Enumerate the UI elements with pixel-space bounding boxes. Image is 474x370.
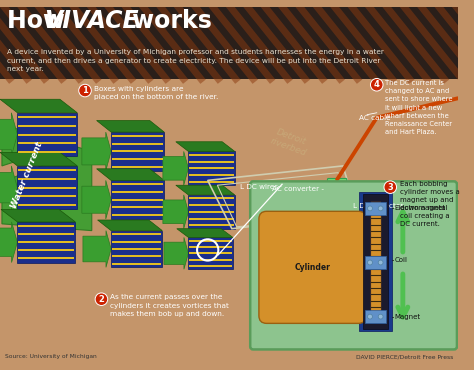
Polygon shape <box>0 113 18 156</box>
Text: Electromagnet: Electromagnet <box>394 205 445 211</box>
Polygon shape <box>97 121 164 132</box>
FancyBboxPatch shape <box>250 181 457 349</box>
Text: 1: 1 <box>82 86 88 95</box>
Polygon shape <box>82 181 111 219</box>
FancyBboxPatch shape <box>365 310 386 323</box>
Text: L DC collector: L DC collector <box>353 204 403 209</box>
Polygon shape <box>0 99 77 113</box>
Polygon shape <box>111 231 162 268</box>
Text: A device invented by a University of Michigan professor and students harnesses t: A device invented by a University of Mic… <box>7 49 383 72</box>
Circle shape <box>378 314 383 319</box>
Text: Detroit
riverbed: Detroit riverbed <box>269 126 311 158</box>
Polygon shape <box>176 185 235 195</box>
Polygon shape <box>0 166 18 209</box>
Polygon shape <box>98 220 162 231</box>
Polygon shape <box>163 195 188 229</box>
FancyBboxPatch shape <box>363 194 388 329</box>
Polygon shape <box>188 151 235 185</box>
Circle shape <box>378 206 383 211</box>
Polygon shape <box>111 132 164 171</box>
Polygon shape <box>18 166 77 209</box>
FancyBboxPatch shape <box>365 256 386 269</box>
Polygon shape <box>0 152 77 166</box>
Polygon shape <box>83 231 111 268</box>
Polygon shape <box>18 222 75 262</box>
Text: Coil: Coil <box>394 257 407 263</box>
Polygon shape <box>82 132 111 171</box>
FancyBboxPatch shape <box>371 202 381 322</box>
Text: AC converter -: AC converter - <box>272 186 324 192</box>
Polygon shape <box>164 238 188 269</box>
Polygon shape <box>18 113 77 156</box>
Text: Source: University of Michigan: Source: University of Michigan <box>5 354 97 359</box>
Text: DAVID PIERCE/Detroit Free Press: DAVID PIERCE/Detroit Free Press <box>356 354 453 359</box>
Polygon shape <box>163 151 188 185</box>
FancyBboxPatch shape <box>332 196 352 213</box>
Text: The DC current is
changed to AC and
sent to shore where
it will light a new
whar: The DC current is changed to AC and sent… <box>385 80 453 135</box>
Text: 2: 2 <box>99 295 104 304</box>
Circle shape <box>367 260 373 265</box>
Text: Each bobbing
cylinder moves a
magnet up and
down a metal
coil creating a
DC curr: Each bobbing cylinder moves a magnet up … <box>400 181 460 227</box>
Circle shape <box>371 78 383 91</box>
Text: L DC wires: L DC wires <box>239 184 278 190</box>
Text: AC cable: AC cable <box>359 115 391 121</box>
Text: How: How <box>7 9 73 33</box>
Polygon shape <box>188 238 233 269</box>
Text: VIVACE: VIVACE <box>45 9 139 33</box>
Polygon shape <box>188 195 235 229</box>
Polygon shape <box>176 142 235 151</box>
FancyBboxPatch shape <box>365 202 386 215</box>
Circle shape <box>95 293 108 306</box>
FancyBboxPatch shape <box>0 7 458 79</box>
Polygon shape <box>177 229 233 238</box>
Text: Magnet: Magnet <box>394 314 420 320</box>
Text: Water current: Water current <box>9 141 45 210</box>
Circle shape <box>384 181 397 194</box>
Text: Cylinder: Cylinder <box>295 263 331 272</box>
Polygon shape <box>0 222 18 262</box>
FancyBboxPatch shape <box>328 178 347 196</box>
Text: 4: 4 <box>374 80 380 89</box>
Text: Boxes with cylinders are
placed on the bottom of the river.: Boxes with cylinders are placed on the b… <box>94 86 218 100</box>
Polygon shape <box>97 169 164 181</box>
Circle shape <box>378 260 383 265</box>
Text: 3: 3 <box>387 183 393 192</box>
Circle shape <box>79 84 91 97</box>
Circle shape <box>367 314 373 319</box>
Polygon shape <box>111 181 164 219</box>
Text: As the current passes over the
cylinders it creates vortices that
makes them bob: As the current passes over the cylinders… <box>110 295 229 317</box>
Polygon shape <box>1 209 75 222</box>
Text: works: works <box>124 9 211 33</box>
Circle shape <box>367 206 373 211</box>
FancyBboxPatch shape <box>259 211 366 323</box>
FancyBboxPatch shape <box>359 192 392 331</box>
Polygon shape <box>2 124 92 231</box>
